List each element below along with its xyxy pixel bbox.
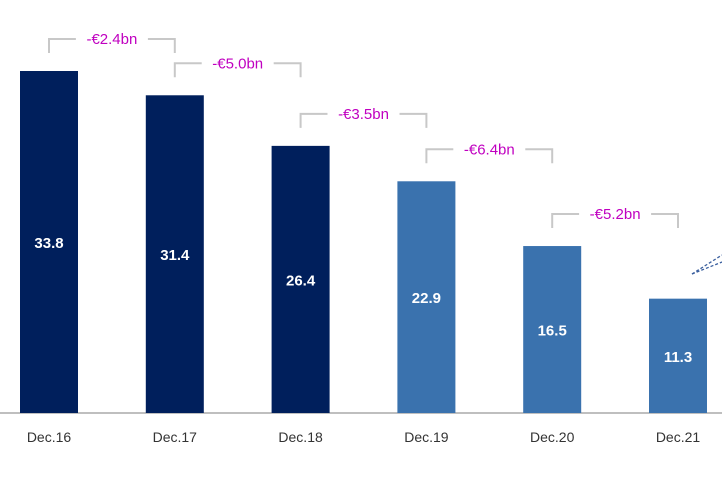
delta-bracket: -€5.2bn [551, 206, 679, 229]
x-tick-label: Dec.18 [278, 429, 323, 445]
bar-dec-17 [145, 95, 204, 413]
bar-value-label: 16.5 [538, 323, 567, 340]
bracket-right [399, 112, 428, 128]
bar-value-label: 22.9 [412, 290, 441, 307]
bar-value-label: 11.3 [664, 349, 692, 366]
bracket-left [48, 38, 76, 53]
bar-value-label: 31.4 [160, 247, 190, 264]
x-tick-label: Dec.20 [530, 429, 575, 445]
bar-dec-20 [523, 246, 582, 413]
bracket-right [273, 62, 302, 78]
bar-value-label: 26.4 [286, 272, 316, 289]
delta-bracket: -€6.4bn [425, 141, 554, 164]
x-tick-label: Dec.17 [153, 429, 198, 445]
delta-bracket: -€5.0bn [173, 55, 302, 78]
bracket-left [551, 213, 580, 229]
bracket-left [425, 148, 454, 164]
bar-dec-16 [20, 71, 78, 413]
bracket-left [173, 62, 202, 78]
x-tick-label: Dec.21 [656, 429, 701, 445]
x-tick-label: Dec.16 [27, 429, 72, 445]
bar-dec-21 [649, 298, 707, 413]
bracket-right [651, 213, 679, 229]
bar-value-label: 33.8 [34, 235, 63, 252]
delta-label: -€3.5bn [338, 106, 389, 123]
delta-label: -€5.2bn [590, 206, 641, 223]
delta-bracket: -€2.4bn [48, 31, 176, 53]
x-tick-label: Dec.19 [404, 429, 449, 445]
delta-bracket: -€3.5bn [299, 106, 428, 128]
bar-dec-19 [397, 181, 456, 413]
delta-label: -€6.4bn [464, 141, 515, 158]
dashed-leader-lines [691, 254, 722, 275]
bracket-left [299, 112, 328, 128]
bracket-right [525, 148, 554, 164]
bar-dec-18 [271, 145, 330, 413]
bracket-right [147, 38, 176, 53]
delta-label: -€5.0bn [212, 55, 263, 72]
delta-label: -€2.4bn [86, 31, 137, 48]
